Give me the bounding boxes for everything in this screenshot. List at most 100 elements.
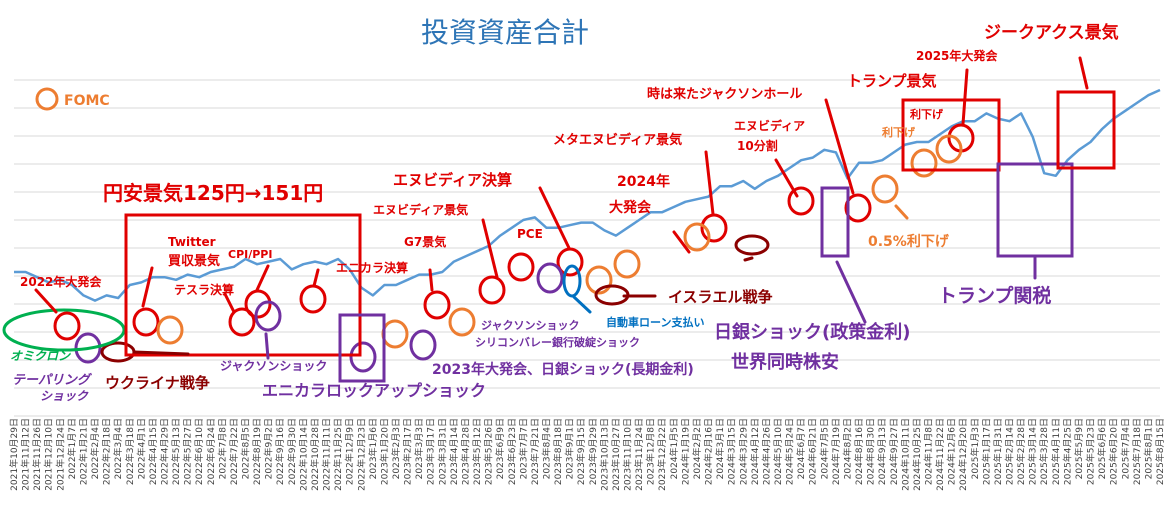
- x-tick-label: 2022年3月4日: [112, 418, 124, 479]
- x-tick-label: 2023年11月24日: [633, 418, 645, 491]
- annotation-label: ショック: [40, 389, 89, 403]
- fomc-circle: [381, 319, 409, 349]
- x-tick-label: 2023年10月13日: [598, 418, 610, 491]
- x-tick-label: 2023年3月31日: [436, 418, 448, 485]
- annotation-label: メタエヌビディア景気: [553, 132, 682, 148]
- annotation-arrow: [264, 332, 270, 360]
- event-circle: [228, 307, 256, 337]
- x-tick-label: 2024年1月5日: [668, 418, 680, 479]
- omicron-ellipse: [2, 308, 126, 352]
- fomc-circle: [585, 265, 613, 295]
- x-tick-label: 2024年7月19日: [830, 418, 842, 485]
- annotation-arrow: [774, 158, 799, 198]
- annotation-arrow: [223, 292, 236, 314]
- annotation-label: ジークアクス景気: [984, 22, 1119, 43]
- x-tick-label: 2023年8月18日: [552, 418, 564, 485]
- x-tick-label: 2022年2月4日: [89, 418, 101, 479]
- x-tick-label: 2023年9月29日: [587, 418, 599, 485]
- x-tick-label: 2024年7月5日: [818, 418, 830, 479]
- war-circle: [734, 234, 770, 256]
- annotation-arrow: [894, 204, 909, 220]
- event-circle: [787, 186, 815, 216]
- shock-circle: [536, 262, 564, 294]
- annotation-label: PCE: [517, 227, 543, 241]
- annotation-label: 時は来たジャクソンホール: [647, 86, 802, 102]
- annotation-arrow: [538, 186, 571, 250]
- x-tick-label: 2022年9月2日: [263, 418, 275, 479]
- fomc-circle: [910, 148, 938, 178]
- fomc-circle: [448, 307, 476, 337]
- annotation-arrow: [1078, 56, 1089, 90]
- x-tick-label: 2022年4月29日: [158, 418, 170, 485]
- x-tick-label: 2023年6月23日: [506, 418, 518, 485]
- fomc-circle: [935, 134, 963, 164]
- annotation-label: G7景気: [404, 234, 446, 249]
- x-tick-label: 2023年1月6日: [367, 418, 379, 479]
- fomc-circle: [156, 315, 184, 345]
- x-tick-label: 2022年6月24日: [205, 418, 217, 485]
- x-tick-label: 2022年8月19日: [251, 418, 263, 485]
- x-tick-label: 2023年4月28日: [459, 418, 471, 485]
- x-tick-label: 2022年1月7日: [66, 418, 78, 479]
- fomc-circle: [683, 222, 711, 252]
- x-tick-label: 2023年9月1日: [564, 418, 576, 479]
- x-tick-label: 2024年11月22日: [934, 418, 946, 491]
- x-tick-label: 2025年5月9日: [1073, 418, 1085, 479]
- x-tick-label: 2023年2月17日: [402, 418, 414, 485]
- x-tick-label: 2023年3月3日: [413, 418, 425, 479]
- x-tick-label: 2024年8月16日: [853, 418, 865, 485]
- x-tick-label: 2023年8月4日: [540, 418, 552, 479]
- shock-circle: [74, 332, 102, 364]
- x-tick-label: 2024年6月21日: [807, 418, 819, 485]
- grid-lines: [14, 79, 1160, 417]
- gquuuuuux-box: [1056, 90, 1116, 170]
- x-tick-label: 2024年9月27日: [888, 418, 900, 485]
- war-circle: [100, 341, 136, 363]
- chart-title: 投資資産合計: [421, 16, 589, 49]
- annotation-arrow: [672, 230, 691, 254]
- x-tick-label: 2022年6月10日: [193, 418, 205, 485]
- x-tick-label: 2022年11月11日: [321, 418, 333, 491]
- annotation-label: シリコンバレー銀行破綻ショック: [475, 335, 640, 349]
- x-tick-label: 2024年10月11日: [899, 418, 911, 491]
- x-tick-label: 2024年8月30日: [865, 418, 877, 485]
- x-tick-labels: 2021年10月29日 2021年11月12日 2021年11月26日 2021年12…: [8, 418, 1166, 491]
- x-tick-label: 2023年12月8日: [645, 418, 657, 485]
- boj-box: [820, 186, 850, 258]
- annotation-arrow: [312, 268, 320, 288]
- x-tick-label: 2025年1月31日: [992, 418, 1004, 485]
- x-tick-label: 2022年12月9日: [344, 418, 356, 485]
- x-tick-label: 2022年7月8日: [216, 418, 228, 479]
- annotation-arrow: [428, 268, 434, 292]
- x-tick-label: 2024年6月7日: [795, 418, 807, 479]
- x-tick-label: 2025年7月4日: [1119, 418, 1131, 479]
- x-tick-label: 2024年10月25日: [911, 418, 923, 491]
- x-tick-label: 2021年12月10日: [43, 418, 55, 491]
- annotation-arrow: [743, 256, 754, 262]
- annotation-arrow: [255, 264, 270, 292]
- x-tick-label: 2022年9月16日: [274, 418, 286, 485]
- event-circle: [53, 311, 81, 341]
- x-tick-label: 2023年1月20日: [378, 418, 390, 485]
- annotation-arrow: [481, 218, 499, 279]
- x-tick-label: 2025年3月14日: [1027, 418, 1039, 485]
- x-tick-label: 2021年10月29日: [8, 418, 20, 491]
- x-tick-label: 2024年1月19日: [679, 418, 691, 485]
- x-tick-label: 2022年5月13日: [170, 418, 182, 485]
- annotation-label: テーパリング: [12, 372, 93, 388]
- annotation-arrow: [132, 350, 190, 356]
- annotation-label: 2025年大発会: [916, 48, 998, 63]
- shock-circle: [254, 300, 282, 332]
- annotation-label: 利下げ: [882, 125, 916, 139]
- x-tick-label: 2021年11月26日: [31, 418, 43, 491]
- event-circle: [299, 284, 327, 314]
- annotation-arrow: [961, 68, 969, 126]
- annotation-label: 大発会: [609, 199, 652, 216]
- annotation-arrow: [824, 98, 855, 195]
- annotation-label: ウクライナ戦争: [105, 374, 210, 392]
- annotation-label: エヌビディア決算: [393, 171, 512, 189]
- annotation-label: 円安景気125円→151円: [103, 181, 323, 205]
- x-tick-label: 2022年12月23日: [355, 418, 367, 491]
- annotation-label: 利下げ: [910, 107, 944, 121]
- x-tick-label: 2025年4月25日: [1061, 418, 1073, 485]
